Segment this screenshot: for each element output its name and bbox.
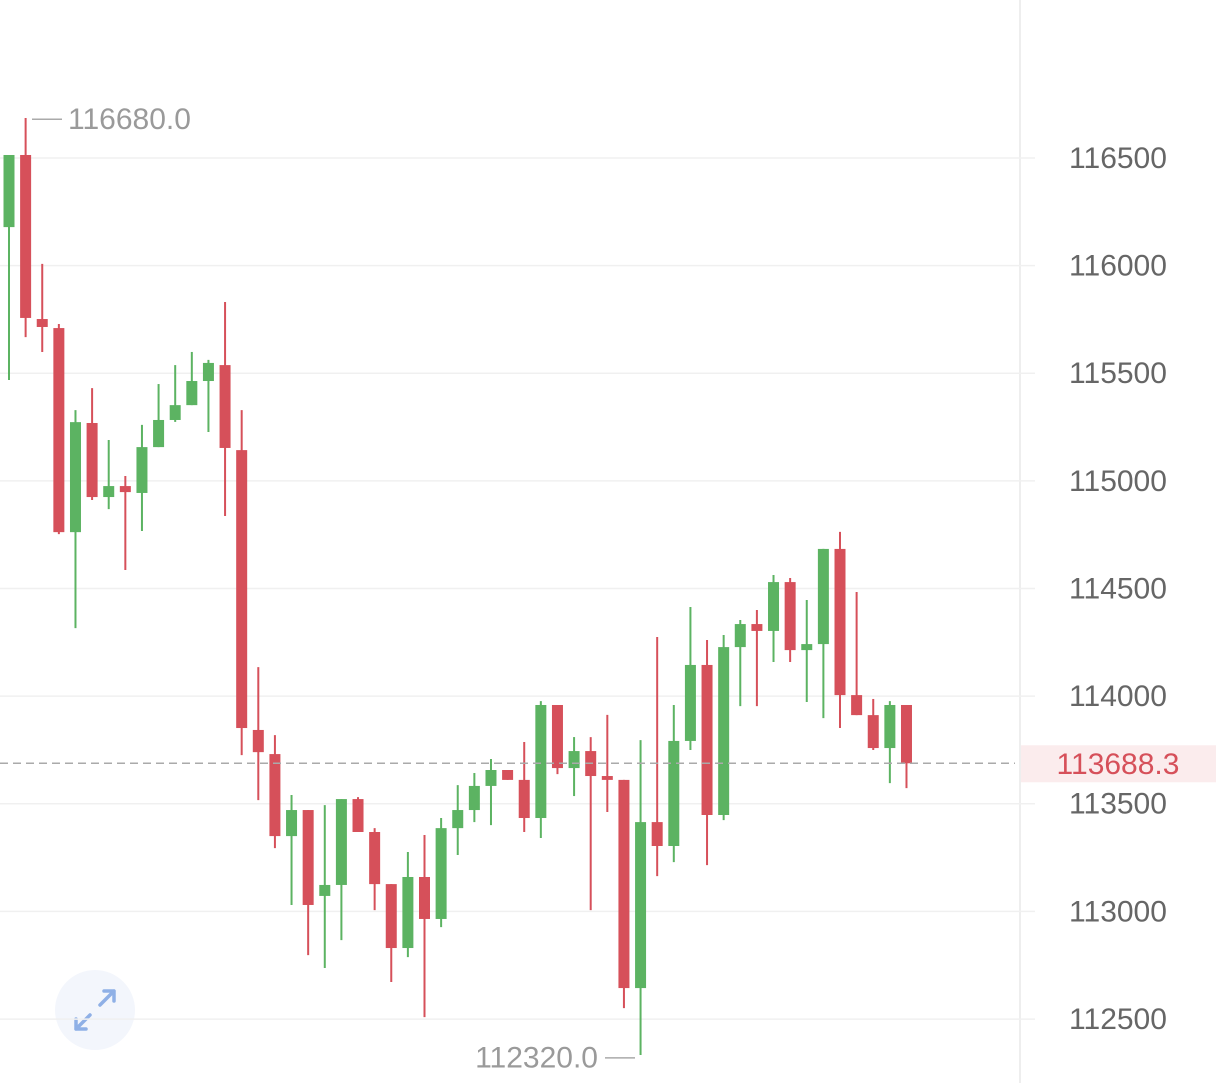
y-tick-label: 114000	[1069, 680, 1167, 713]
candle-body	[186, 381, 198, 406]
y-tick-label: 116500	[1069, 142, 1167, 175]
candle-body	[518, 779, 530, 819]
expand-icon[interactable]	[74, 989, 116, 1031]
candle-body	[851, 695, 863, 716]
last-price-label: 113688.3	[1057, 748, 1180, 781]
last-price-bg	[1021, 745, 1216, 783]
candle-body	[535, 704, 547, 819]
candle-body	[435, 828, 447, 919]
candle-body	[236, 450, 248, 729]
y-tick-label: 112500	[1069, 1003, 1167, 1036]
candle-body	[335, 799, 347, 885]
candle-body	[136, 447, 148, 493]
candle-body	[618, 779, 630, 989]
candle-body	[817, 548, 829, 645]
candle-body	[502, 770, 514, 780]
candle-body	[69, 422, 81, 533]
candle-body	[3, 154, 15, 228]
candle-body	[867, 715, 879, 749]
candle-body	[103, 486, 115, 498]
candle-body	[718, 647, 730, 815]
y-tick-label: 115000	[1069, 465, 1167, 498]
candle-body	[36, 319, 48, 327]
high-label: 116680.0	[68, 103, 191, 136]
candle-body	[734, 624, 746, 648]
y-tick-label: 114500	[1069, 572, 1167, 605]
candle-body	[53, 328, 65, 533]
low-label: 112320.0	[475, 1042, 598, 1075]
candle-body	[551, 704, 563, 769]
y-tick-label: 115500	[1069, 357, 1167, 390]
candle-body	[385, 884, 397, 949]
candle-body	[286, 810, 298, 837]
expand-bg[interactable]	[55, 970, 135, 1050]
candle-body	[834, 548, 846, 696]
expand-button[interactable]	[55, 970, 135, 1050]
candle-body	[352, 799, 364, 833]
y-tick-label: 113500	[1069, 788, 1167, 821]
candle-body	[635, 822, 647, 989]
candle-body	[468, 785, 480, 811]
candle-body	[20, 154, 32, 318]
candle-body	[452, 810, 464, 829]
candle-body	[651, 822, 663, 846]
candle-body	[884, 704, 896, 749]
y-tick-label: 113000	[1069, 895, 1167, 928]
candle-body	[784, 582, 796, 651]
candle-body	[485, 770, 497, 786]
candle-body	[801, 644, 813, 651]
candle-body	[269, 754, 281, 837]
candle-body	[402, 876, 414, 949]
candle-body	[319, 884, 331, 896]
candle-body	[900, 704, 912, 764]
candle-body	[119, 486, 131, 493]
candle-body	[252, 729, 264, 753]
candle-body	[668, 740, 680, 846]
candle-body	[86, 422, 98, 498]
candle-body	[568, 751, 580, 769]
candle-body	[751, 624, 763, 631]
candle-body	[202, 362, 214, 382]
candle-body	[419, 876, 430, 919]
candle-body	[219, 365, 231, 448]
candle-body	[701, 664, 713, 815]
candle-body	[768, 582, 780, 631]
candle-body	[169, 405, 181, 420]
candle-body	[302, 810, 314, 905]
y-tick-label: 116000	[1069, 250, 1167, 283]
candle-body	[601, 776, 613, 780]
candle-body	[369, 832, 381, 885]
candle-body	[684, 664, 696, 741]
candle-body	[153, 419, 165, 448]
